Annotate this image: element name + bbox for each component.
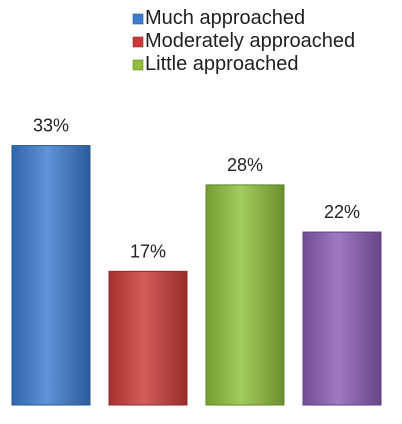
data-label-2: 17% [130,241,166,261]
bar-3 [205,184,285,406]
bars [11,145,382,406]
legend-label-1: Much approached [145,7,305,29]
bar-1 [11,145,91,406]
bar-4 [302,231,382,406]
data-labels: 33% 17% 28% 22% [33,116,360,262]
legend-label-2: Moderately approached [145,30,355,52]
data-label-3: 28% [227,155,263,175]
bar-2 [108,270,188,406]
data-label-4: 22% [324,202,360,222]
legend-swatch-1 [132,13,144,25]
legend-swatch-3 [132,59,144,71]
legend-label-3: Little approached [145,53,298,75]
data-label-1: 33% [33,116,69,136]
legend-swatch-2 [132,36,144,48]
